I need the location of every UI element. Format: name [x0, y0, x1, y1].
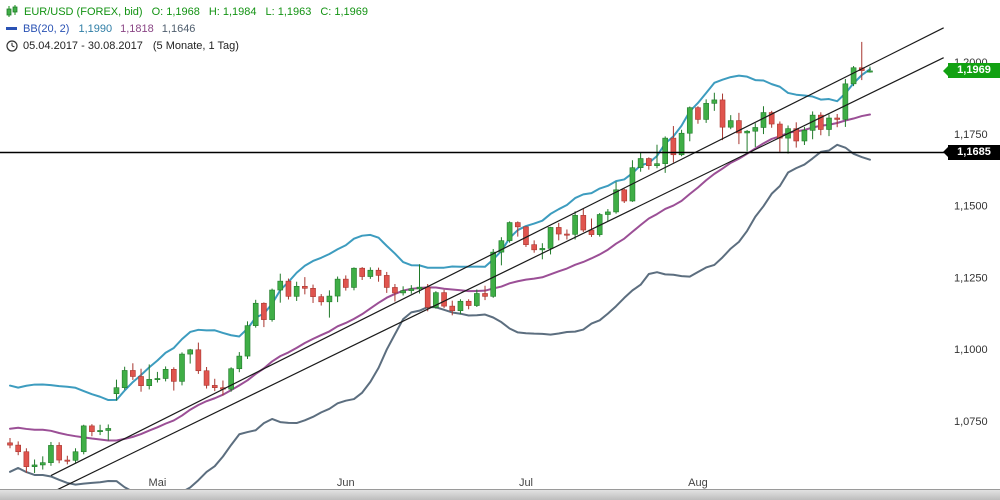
bollinger-middle-value: 1,1818 — [120, 22, 154, 35]
instrument-name: EUR/USD (FOREX, bid) — [24, 5, 143, 18]
date-range: 05.04.2017 - 30.08.2017 — [23, 39, 143, 52]
open-label: O: — [151, 5, 164, 18]
last-price-badge-text: 1,1969 — [957, 64, 991, 77]
instrument-row[interactable]: EUR/USD (FOREX, bid) O: 1,1968 H: 1,1984… — [6, 3, 368, 20]
candlestick-icon — [6, 5, 19, 18]
high-label: H: — [208, 5, 220, 18]
svg-text:1,0750: 1,0750 — [954, 416, 988, 428]
close-label: C: — [320, 5, 332, 18]
month-axis-labels: Mai Jun Jul Aug — [149, 477, 708, 489]
svg-text:1,1250: 1,1250 — [954, 272, 988, 284]
svg-text:1,1500: 1,1500 — [954, 201, 988, 213]
last-price-badge: 1,1969 — [943, 63, 1000, 79]
chart-legend: EUR/USD (FOREX, bid) O: 1,1968 H: 1,1984… — [6, 3, 368, 54]
svg-text:Jul: Jul — [519, 477, 533, 489]
date-range-row: 05.04.2017 - 30.08.2017 (5 Monate, 1 Tag… — [6, 37, 368, 54]
high-value: 1,1984 — [222, 5, 257, 18]
hline-price-badge: 1,1685 — [943, 144, 1000, 160]
svg-text:Jun: Jun — [337, 477, 355, 489]
low-label: L: — [265, 5, 275, 18]
open-value: 1,1968 — [166, 5, 200, 18]
svg-text:Mai: Mai — [149, 477, 167, 489]
low-value: 1,1963 — [277, 5, 312, 18]
candles — [7, 41, 873, 473]
svg-text:Aug: Aug — [688, 477, 708, 489]
trendlines — [50, 27, 944, 494]
close-value: 1,1969 — [334, 5, 369, 18]
svg-text:1,1750: 1,1750 — [954, 129, 988, 141]
hline-price-badge-text: 1,1685 — [957, 145, 991, 158]
timeline-scrollbar[interactable] — [0, 489, 1000, 500]
bollinger-lower-value: 1,1646 — [161, 22, 196, 35]
bollinger-row[interactable]: BB(20, 2) 1,1990 1,1818 1,1646 — [6, 20, 368, 37]
range-duration: (5 Monate, 1 Tag) — [152, 39, 239, 52]
svg-text:1,1000: 1,1000 — [954, 344, 988, 356]
bollinger-upper-value: 1,1990 — [78, 22, 113, 35]
bollinger-label: BB(20, 2) — [23, 22, 70, 35]
clock-icon — [6, 39, 18, 52]
bollinger-line-icon — [6, 27, 17, 30]
